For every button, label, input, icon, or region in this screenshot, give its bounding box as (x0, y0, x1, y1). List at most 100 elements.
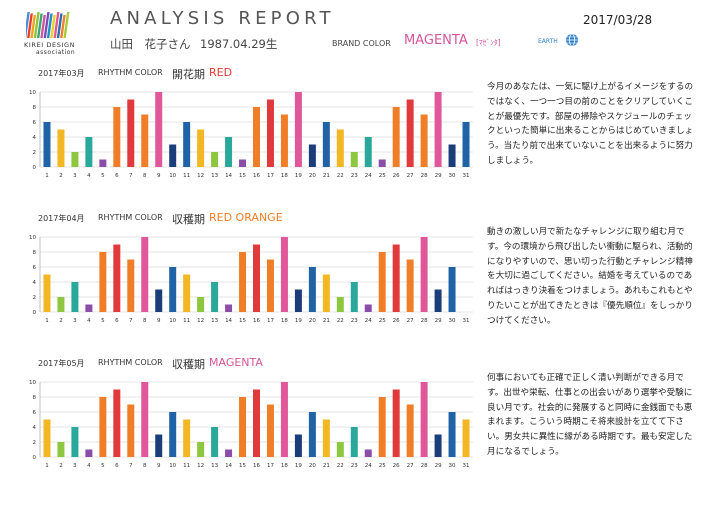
y-tick-label: 0 (33, 455, 37, 461)
x-tick-label: 21 (323, 318, 330, 324)
bar (434, 92, 442, 167)
logo-stripe (27, 13, 33, 38)
rhythm-color-name: RED (209, 66, 233, 79)
bar (392, 244, 400, 312)
x-tick-label: 10 (169, 173, 176, 179)
x-tick-label: 4 (87, 463, 91, 469)
phase-label: 収穫期 (172, 213, 205, 226)
x-tick-label: 29 (435, 318, 442, 324)
logo-stripe (40, 15, 46, 38)
bar (434, 289, 442, 312)
x-tick-label: 20 (309, 173, 316, 179)
bar (113, 389, 121, 457)
bar (211, 282, 219, 312)
logo-stripe (26, 12, 30, 38)
logo-stripe (60, 15, 66, 38)
earth-label: EARTH (538, 38, 558, 45)
bar (99, 159, 107, 167)
x-tick-label: 31 (463, 318, 470, 324)
bar (225, 137, 233, 167)
phase-label: 収穫期 (172, 358, 205, 371)
bar (266, 99, 274, 167)
logo-stripe (33, 12, 40, 38)
x-tick-label: 1 (45, 463, 49, 469)
bar (85, 449, 93, 457)
bar (71, 152, 79, 167)
bar (322, 419, 330, 457)
x-tick-label: 27 (407, 173, 414, 179)
bar (253, 389, 260, 457)
logo-stripe (53, 12, 60, 38)
y-tick-label: 6 (33, 265, 37, 271)
y-tick-label: 4 (33, 425, 37, 431)
bar (183, 122, 191, 167)
logo-stripes-icon (26, 12, 70, 38)
x-tick-label: 26 (393, 463, 400, 469)
x-tick-label: 2 (59, 463, 63, 469)
x-tick-label: 18 (281, 173, 288, 179)
y-tick-label: 0 (33, 310, 37, 316)
bar (99, 252, 107, 312)
bar (420, 382, 428, 457)
bar (420, 237, 428, 312)
x-tick-label: 13 (211, 318, 218, 324)
report-title: ANALYSIS REPORT (110, 8, 335, 29)
bar (322, 274, 330, 312)
x-tick-label: 12 (197, 463, 204, 469)
x-tick-label: 19 (295, 463, 302, 469)
bar (57, 297, 65, 312)
logo-stripe (63, 12, 70, 38)
rhythm-color-name: MAGENTA (209, 356, 263, 369)
section-month: 2017年05月 (38, 359, 85, 368)
x-tick-label: 5 (101, 318, 105, 324)
bar (239, 159, 247, 167)
bar (266, 259, 274, 312)
x-tick-label: 10 (169, 318, 176, 324)
x-tick-label: 22 (337, 318, 344, 324)
x-tick-label: 17 (267, 318, 274, 324)
bar (169, 267, 177, 312)
bar (169, 412, 177, 457)
x-tick-label: 11 (183, 173, 190, 179)
x-tick-label: 21 (323, 463, 330, 469)
x-tick-label: 7 (129, 463, 133, 469)
y-tick-label: 4 (33, 280, 37, 286)
x-tick-label: 21 (323, 173, 330, 179)
section-description: 動きの激しい月で新たなチャレンジに取り組む月です。今の環境から飛び出したい衝動に… (487, 227, 693, 326)
bar (141, 237, 149, 312)
x-tick-label: 16 (253, 173, 260, 179)
bar (448, 412, 456, 457)
bar (197, 129, 205, 167)
x-tick-label: 20 (309, 318, 316, 324)
bar (280, 237, 288, 312)
bar (280, 382, 288, 457)
bar (197, 442, 205, 457)
x-tick-label: 11 (183, 318, 190, 324)
bar (336, 442, 344, 457)
bar (57, 442, 65, 457)
bar (211, 427, 219, 457)
x-tick-label: 2 (59, 173, 63, 179)
bar (350, 282, 358, 312)
bar (253, 244, 260, 312)
y-tick-label: 8 (33, 250, 37, 256)
x-tick-label: 9 (157, 463, 161, 469)
x-tick-label: 22 (337, 463, 344, 469)
x-tick-label: 29 (435, 463, 442, 469)
y-tick-label: 0 (33, 165, 37, 171)
x-tick-label: 30 (449, 173, 456, 179)
bar (420, 114, 428, 167)
bar (294, 92, 302, 167)
x-tick-label: 14 (225, 318, 232, 324)
bar (85, 304, 93, 312)
bar (350, 152, 358, 167)
bar (225, 449, 233, 457)
x-tick-label: 10 (169, 463, 176, 469)
section-month: 2017年04月 (38, 214, 85, 223)
logo-stripe (56, 13, 63, 38)
brand-color-label: BRAND COLOR (332, 39, 391, 48)
x-tick-label: 23 (351, 318, 358, 324)
x-tick-label: 9 (157, 318, 161, 324)
bar (406, 99, 414, 167)
